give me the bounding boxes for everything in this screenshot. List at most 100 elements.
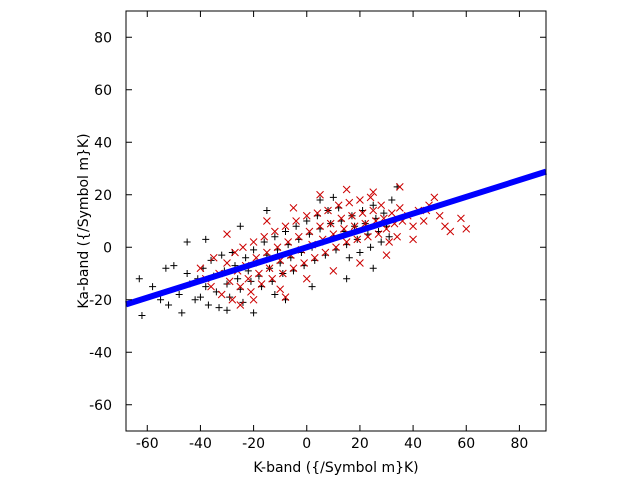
data-point-cross (239, 243, 247, 252)
data-point-cross (257, 280, 266, 288)
data-point-cross (249, 238, 258, 246)
data-point-cross (382, 251, 391, 259)
data-point-plus (377, 238, 385, 246)
y-tick-label: -20 (89, 293, 112, 309)
data-point-cross (271, 227, 279, 236)
data-point-plus (316, 196, 324, 204)
data-point-cross (435, 211, 444, 220)
data-point-cross (207, 282, 215, 291)
data-point-plus (178, 309, 186, 317)
data-point-cross (334, 201, 343, 210)
x-axis-ticks: -60 -40 -20 0 20 40 60 80 (136, 11, 529, 452)
data-point-cross (374, 230, 383, 238)
data-point-plus (170, 262, 178, 270)
data-point-plus (175, 291, 183, 298)
data-point-cross (223, 259, 231, 267)
data-point-cross (294, 232, 303, 241)
y-tick-label: 0 (103, 240, 112, 256)
data-point-plus (202, 283, 210, 291)
data-point-plus (149, 283, 157, 291)
data-point-cross (326, 219, 335, 228)
data-point-plus (183, 270, 191, 277)
data-point-cross (353, 235, 362, 244)
data-point-cross (313, 209, 322, 217)
data-point-cross (302, 211, 311, 220)
data-point-plus (223, 306, 231, 314)
y-tick-label: 20 (94, 188, 112, 204)
data-point-cross (395, 183, 404, 191)
x-tick-label: 80 (511, 436, 529, 452)
data-point-cross (268, 274, 277, 283)
data-point-cross (281, 222, 290, 231)
data-point-plus (345, 254, 353, 262)
data-point-cross (324, 206, 332, 215)
data-point-cross (284, 238, 293, 246)
data-point-cross (263, 217, 271, 225)
y-tick-label: 60 (94, 83, 112, 99)
data-point-cross (382, 225, 391, 233)
data-point-plus (369, 201, 377, 209)
data-point-cross (342, 185, 351, 194)
data-point-cross (223, 230, 231, 238)
data-point-cross (236, 301, 245, 309)
data-point-cross (292, 217, 300, 225)
data-point-cross (332, 243, 340, 252)
data-point-cross (369, 206, 378, 215)
x-tick-label: 40 (404, 436, 422, 452)
x-tick-label: -20 (242, 436, 265, 452)
data-point-cross (409, 235, 417, 244)
y-tick-label: 80 (94, 30, 112, 46)
data-point-plus (356, 249, 364, 256)
data-point-cross (281, 293, 290, 301)
x-tick-label: 20 (351, 436, 369, 452)
data-point-cross (356, 196, 364, 204)
data-point-plus (329, 193, 337, 201)
data-point-plus (236, 222, 244, 230)
data-point-cross (395, 204, 404, 212)
data-point-plus (380, 209, 388, 217)
data-point-cross (419, 217, 428, 225)
y-axis-ticks: -60 -40 -20 0 20 40 60 80 (89, 30, 546, 414)
data-point-cross (255, 269, 263, 278)
data-point-cross (337, 214, 346, 223)
data-point-plus (343, 275, 351, 283)
plot-frame (125, 10, 547, 432)
data-point-cross (462, 225, 471, 233)
data-point-cross (393, 232, 401, 241)
data-point-cross (377, 201, 386, 210)
data-point-plus (138, 312, 146, 319)
data-point-plus (250, 309, 258, 317)
data-point-cross (348, 211, 356, 220)
data-point-cross (225, 277, 234, 286)
data-point-cross (302, 274, 311, 283)
data-point-cross (369, 188, 378, 196)
data-point-plus (292, 222, 300, 230)
x-axis-label: K-band ({/Symbol m}K) (253, 460, 418, 476)
y-tick-label: -60 (89, 398, 112, 414)
data-point-cross (316, 222, 324, 231)
data-point-plus (308, 283, 316, 291)
data-point-plus (157, 296, 165, 304)
y-tick-label: 40 (94, 135, 112, 151)
data-point-cross (263, 248, 271, 257)
data-point-cross (366, 193, 375, 202)
data-point-cross (247, 288, 255, 296)
fit-line-group (125, 168, 547, 308)
data-point-plus (202, 235, 210, 243)
y-axis-label: Ka-band ({/Symbol m}K) (76, 133, 92, 308)
data-point-plus (388, 196, 396, 204)
data-point-cross (430, 193, 439, 202)
data-point-cross (340, 225, 348, 233)
data-point-cross (305, 227, 314, 236)
data-point-plus (242, 254, 250, 262)
data-point-cross (278, 269, 287, 278)
data-point-plus (263, 207, 271, 214)
data-point-cross (244, 274, 253, 283)
data-point-cross (446, 227, 455, 236)
data-point-cross (310, 253, 319, 262)
data-point-plus (369, 264, 377, 272)
x-tick-label: -40 (189, 436, 212, 452)
data-point-plus (135, 275, 143, 283)
data-point-plus (165, 301, 173, 309)
